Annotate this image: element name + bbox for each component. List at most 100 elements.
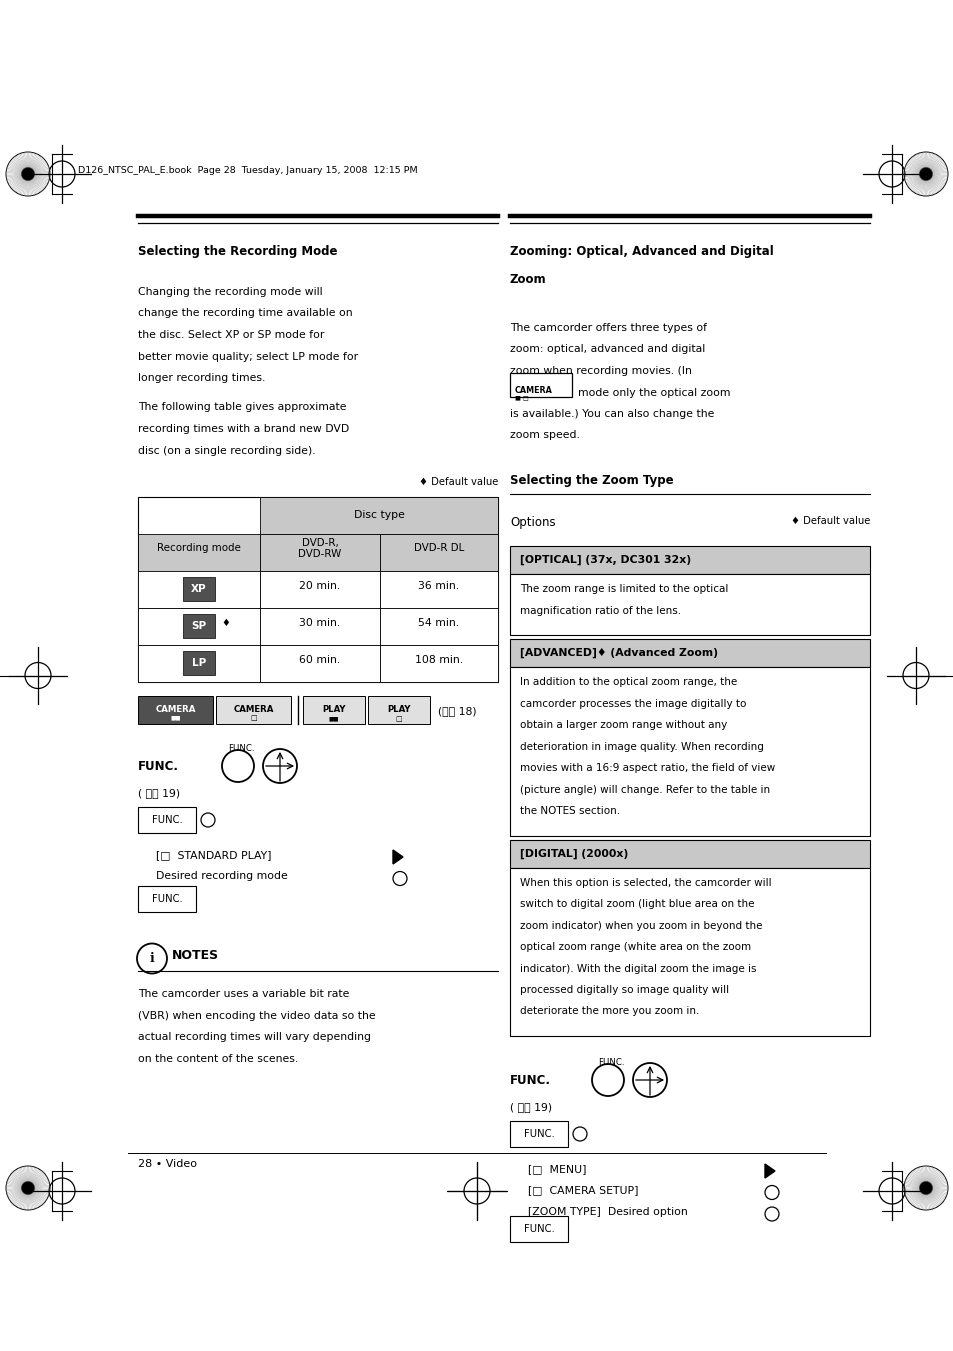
Text: FUNC.: FUNC. — [510, 1074, 551, 1088]
Text: [ZOOM TYPE]  Desired option: [ZOOM TYPE] Desired option — [527, 1206, 687, 1217]
Text: switch to digital zoom (light blue area on the: switch to digital zoom (light blue area … — [519, 898, 754, 909]
Text: Desired recording mode: Desired recording mode — [156, 871, 288, 881]
Text: 28 • Video: 28 • Video — [138, 1159, 196, 1169]
Text: FUNC.: FUNC. — [152, 815, 182, 825]
FancyBboxPatch shape — [138, 696, 213, 724]
FancyBboxPatch shape — [138, 608, 260, 644]
Text: [DIGITAL] (2000x): [DIGITAL] (2000x) — [519, 848, 628, 859]
Text: Selecting the Recording Mode: Selecting the Recording Mode — [138, 245, 337, 258]
FancyBboxPatch shape — [510, 639, 869, 667]
FancyBboxPatch shape — [510, 373, 572, 396]
Text: Selecting the Zoom Type: Selecting the Zoom Type — [510, 474, 673, 486]
Text: When this option is selected, the camcorder will: When this option is selected, the camcor… — [519, 878, 771, 888]
Text: recording times with a brand new DVD: recording times with a brand new DVD — [138, 424, 349, 434]
Text: LP: LP — [192, 658, 206, 669]
Text: DVD-R DL: DVD-R DL — [414, 543, 464, 554]
Text: (〈〉 18): (〈〉 18) — [437, 707, 476, 716]
FancyBboxPatch shape — [138, 807, 195, 834]
Polygon shape — [393, 850, 402, 865]
FancyBboxPatch shape — [260, 571, 379, 608]
Text: The zoom range is limited to the optical: The zoom range is limited to the optical — [519, 584, 727, 594]
FancyBboxPatch shape — [510, 839, 869, 867]
FancyBboxPatch shape — [138, 534, 260, 608]
Text: [ADVANCED]♦ (Advanced Zoom): [ADVANCED]♦ (Advanced Zoom) — [519, 648, 718, 658]
Text: ( 〈〉 19): ( 〈〉 19) — [510, 1102, 552, 1112]
Text: CAMERA: CAMERA — [155, 705, 195, 715]
FancyBboxPatch shape — [379, 534, 497, 571]
Text: (picture angle) will change. Refer to the table in: (picture angle) will change. Refer to th… — [519, 785, 769, 794]
FancyBboxPatch shape — [510, 546, 869, 574]
Text: actual recording times will vary depending: actual recording times will vary dependi… — [138, 1032, 371, 1043]
Text: [□  CAMERA SETUP]: [□ CAMERA SETUP] — [527, 1185, 638, 1196]
Text: 54 min.: 54 min. — [418, 619, 459, 628]
Text: CAMERA: CAMERA — [515, 385, 553, 394]
Text: ( 〈〉 19): ( 〈〉 19) — [138, 788, 180, 798]
Text: magnification ratio of the lens.: magnification ratio of the lens. — [519, 605, 680, 616]
Text: DVD-R,
DVD-RW: DVD-R, DVD-RW — [298, 538, 341, 559]
FancyBboxPatch shape — [183, 577, 214, 601]
Text: ♦: ♦ — [221, 619, 230, 628]
Text: FUNC.: FUNC. — [152, 894, 182, 905]
Text: i: i — [150, 952, 154, 965]
Text: mode only the optical zoom: mode only the optical zoom — [578, 388, 730, 397]
FancyBboxPatch shape — [215, 696, 291, 724]
Text: Changing the recording mode will: Changing the recording mode will — [138, 286, 322, 297]
FancyBboxPatch shape — [260, 534, 379, 571]
Text: change the recording time available on: change the recording time available on — [138, 308, 353, 319]
Text: obtain a larger zoom range without any: obtain a larger zoom range without any — [519, 720, 726, 730]
Circle shape — [21, 168, 34, 181]
FancyBboxPatch shape — [510, 1121, 567, 1147]
Circle shape — [919, 168, 932, 181]
Text: longer recording times.: longer recording times. — [138, 373, 265, 382]
Text: deterioration in image quality. When recording: deterioration in image quality. When rec… — [519, 742, 763, 751]
Text: the disc. Select XP or SP mode for: the disc. Select XP or SP mode for — [138, 330, 324, 340]
Polygon shape — [764, 1165, 774, 1178]
FancyBboxPatch shape — [260, 644, 379, 682]
FancyBboxPatch shape — [260, 497, 497, 534]
Text: zoom indicator) when you zoom in beyond the: zoom indicator) when you zoom in beyond … — [519, 920, 761, 931]
FancyBboxPatch shape — [510, 667, 869, 835]
Text: CAMERA: CAMERA — [233, 705, 274, 715]
Text: ■■: ■■ — [170, 716, 180, 720]
Text: zoom speed.: zoom speed. — [510, 431, 579, 440]
Text: D126_NTSC_PAL_E.book  Page 28  Tuesday, January 15, 2008  12:15 PM: D126_NTSC_PAL_E.book Page 28 Tuesday, Ja… — [78, 166, 417, 176]
FancyBboxPatch shape — [379, 644, 497, 682]
Text: camcorder processes the image digitally to: camcorder processes the image digitally … — [519, 698, 745, 708]
FancyBboxPatch shape — [260, 608, 379, 644]
Text: PLAY: PLAY — [322, 705, 345, 715]
Text: In addition to the optical zoom range, the: In addition to the optical zoom range, t… — [519, 677, 737, 688]
FancyBboxPatch shape — [379, 571, 497, 608]
Text: FUNC.: FUNC. — [598, 1058, 624, 1067]
Text: Recording mode: Recording mode — [157, 543, 241, 554]
Text: The camcorder offers three types of: The camcorder offers three types of — [510, 323, 706, 332]
FancyBboxPatch shape — [138, 644, 260, 682]
Circle shape — [21, 1181, 34, 1194]
FancyBboxPatch shape — [138, 571, 260, 608]
Text: Options: Options — [510, 516, 555, 530]
Circle shape — [919, 1181, 932, 1194]
Text: is available.) You can also change the: is available.) You can also change the — [510, 409, 714, 419]
Text: zoom when recording movies. (In: zoom when recording movies. (In — [510, 366, 691, 376]
Text: (VBR) when encoding the video data so the: (VBR) when encoding the video data so th… — [138, 1011, 375, 1021]
Text: SP: SP — [192, 621, 207, 631]
Text: the NOTES section.: the NOTES section. — [519, 807, 619, 816]
Text: Zoom: Zoom — [510, 273, 546, 286]
Text: 20 min.: 20 min. — [299, 581, 340, 592]
Text: better movie quality; select LP mode for: better movie quality; select LP mode for — [138, 351, 357, 362]
FancyBboxPatch shape — [138, 886, 195, 912]
Text: 60 min.: 60 min. — [299, 655, 340, 666]
Text: XP: XP — [191, 585, 207, 594]
Text: FUNC.: FUNC. — [228, 744, 254, 753]
Text: FUNC.: FUNC. — [138, 761, 179, 773]
Text: PLAY: PLAY — [387, 705, 411, 715]
Text: □: □ — [250, 715, 256, 721]
Text: Zooming: Optical, Advanced and Digital: Zooming: Optical, Advanced and Digital — [510, 245, 773, 258]
Text: 36 min.: 36 min. — [418, 581, 459, 592]
Text: deteriorate the more you zoom in.: deteriorate the more you zoom in. — [519, 1006, 699, 1016]
Text: [OPTICAL] (37x, DC301 32x): [OPTICAL] (37x, DC301 32x) — [519, 555, 690, 565]
Text: ♦ Default value: ♦ Default value — [418, 477, 497, 486]
Text: 108 min.: 108 min. — [415, 655, 462, 666]
FancyBboxPatch shape — [379, 608, 497, 644]
FancyBboxPatch shape — [183, 615, 214, 639]
FancyBboxPatch shape — [510, 1216, 567, 1242]
